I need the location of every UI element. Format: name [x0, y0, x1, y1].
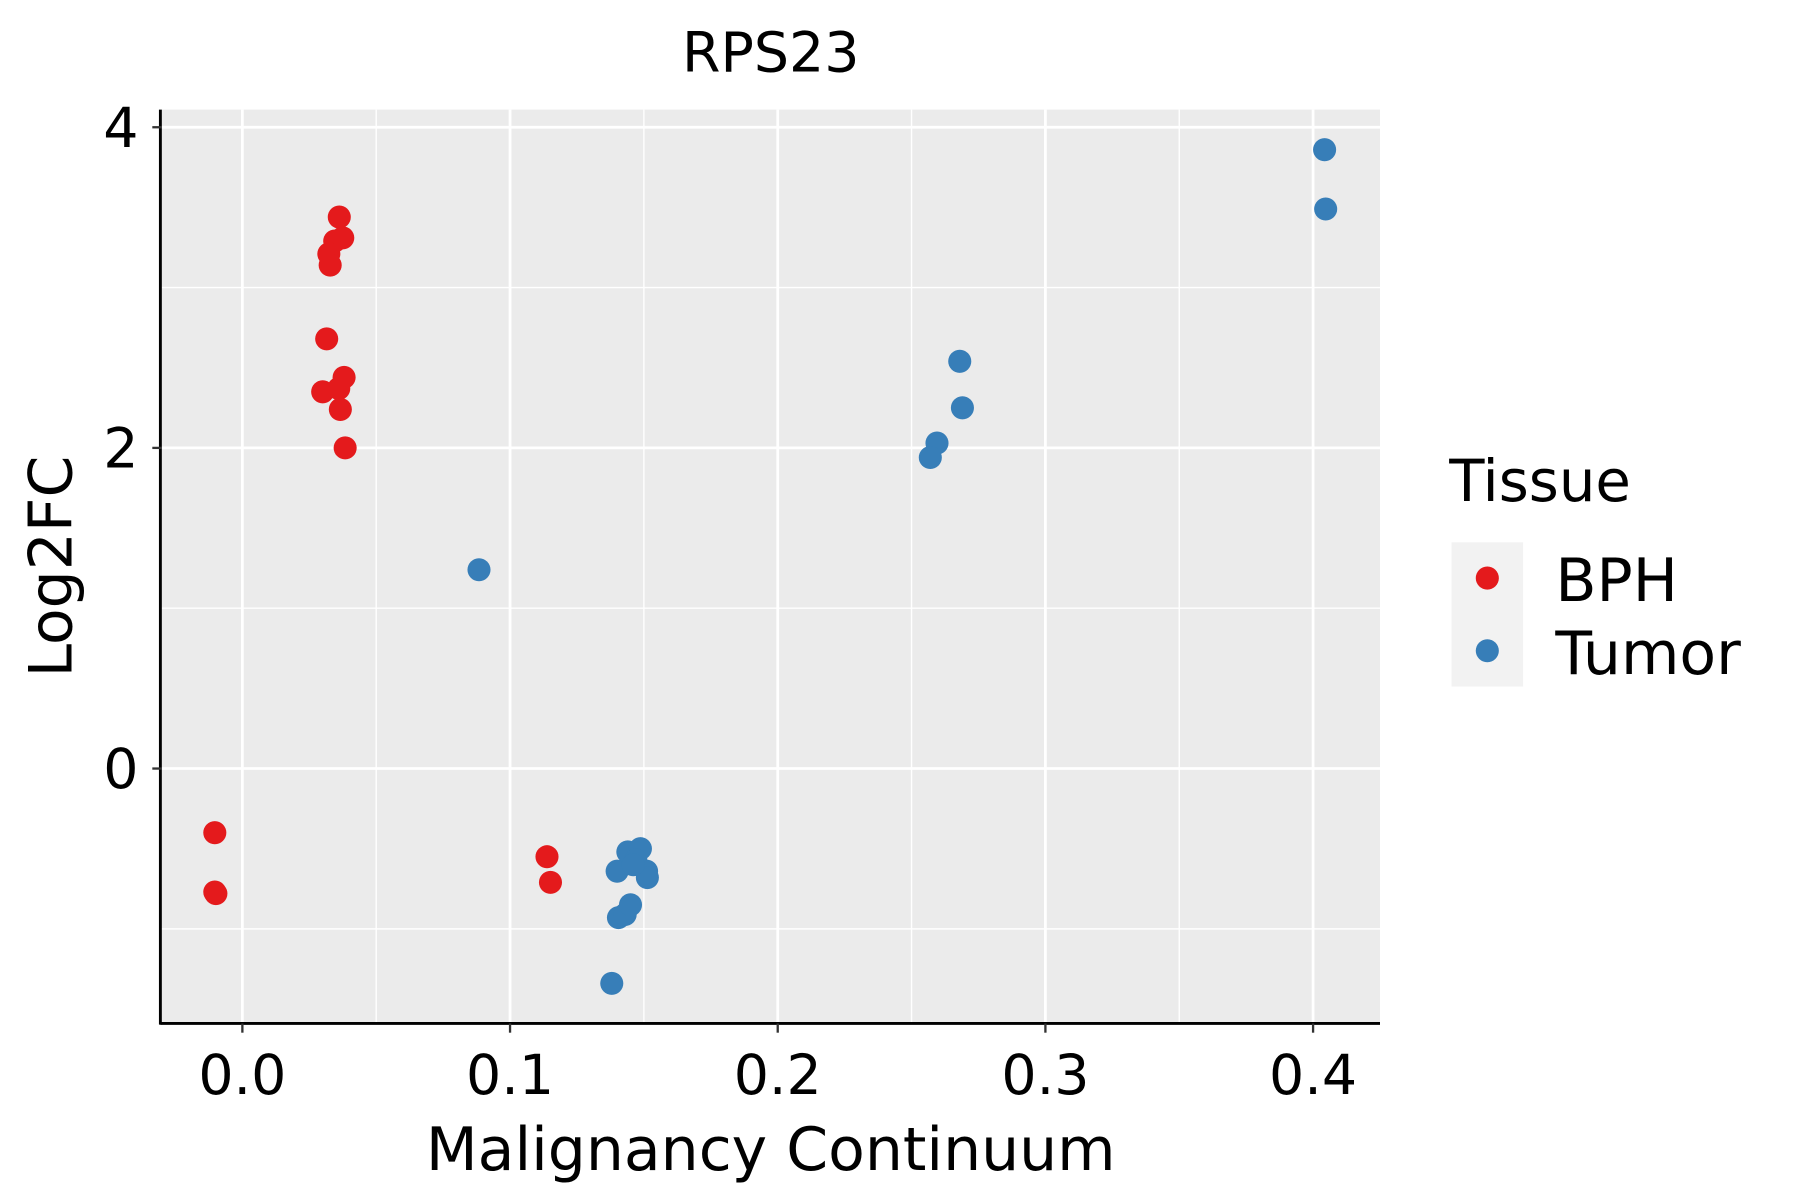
legend-key-tumor [1475, 639, 1499, 663]
point-tumor [950, 396, 974, 420]
point-tumor [621, 853, 645, 877]
point-tumor [1314, 197, 1338, 221]
legend-title: Tissue [1448, 447, 1631, 515]
point-bph [535, 845, 559, 869]
y-tick-label: 0 [103, 738, 138, 802]
point-tumor [600, 971, 624, 995]
x-tick-label: 0.2 [734, 1044, 822, 1108]
legend-keys-bg [1451, 542, 1524, 687]
point-bph [318, 253, 342, 277]
x-tick-label: 0.3 [1001, 1044, 1089, 1108]
point-tumor [918, 445, 942, 470]
x-axis-label: Malignancy Continuum [426, 1115, 1116, 1185]
point-bph [538, 870, 563, 894]
point-tumor [618, 893, 643, 917]
x-tick-label: 0.0 [198, 1044, 286, 1108]
point-bph [327, 377, 351, 401]
point-bph [327, 205, 351, 229]
point-bph [204, 882, 228, 906]
ticks: 0.0 0.1 0.2 0.3 0.4 0 2 4 [103, 97, 1357, 1108]
point-tumor [1313, 138, 1337, 162]
point-bph [333, 436, 357, 460]
legend-label-bph: BPH [1555, 546, 1677, 616]
chart-title: RPS23 [682, 22, 859, 86]
point-bph [331, 226, 355, 250]
points [203, 138, 1338, 995]
y-axis-label: Log2FC [17, 456, 87, 678]
grid [161, 109, 1380, 1024]
x-tick-label: 0.1 [466, 1044, 554, 1108]
point-tumor [467, 558, 491, 582]
legend-label-tumor: Tumor [1554, 619, 1741, 689]
legend: Tissue BPH Tumor [1448, 447, 1741, 689]
point-bph [315, 327, 339, 351]
y-tick-label: 2 [103, 418, 138, 482]
point-bph [203, 821, 227, 845]
legend-key-bph [1475, 566, 1499, 590]
y-tick-label: 4 [103, 97, 138, 161]
point-tumor [948, 349, 972, 373]
point-bph [328, 397, 352, 421]
x-tick-label: 0.4 [1269, 1044, 1357, 1108]
plot-panel [161, 109, 1381, 1024]
